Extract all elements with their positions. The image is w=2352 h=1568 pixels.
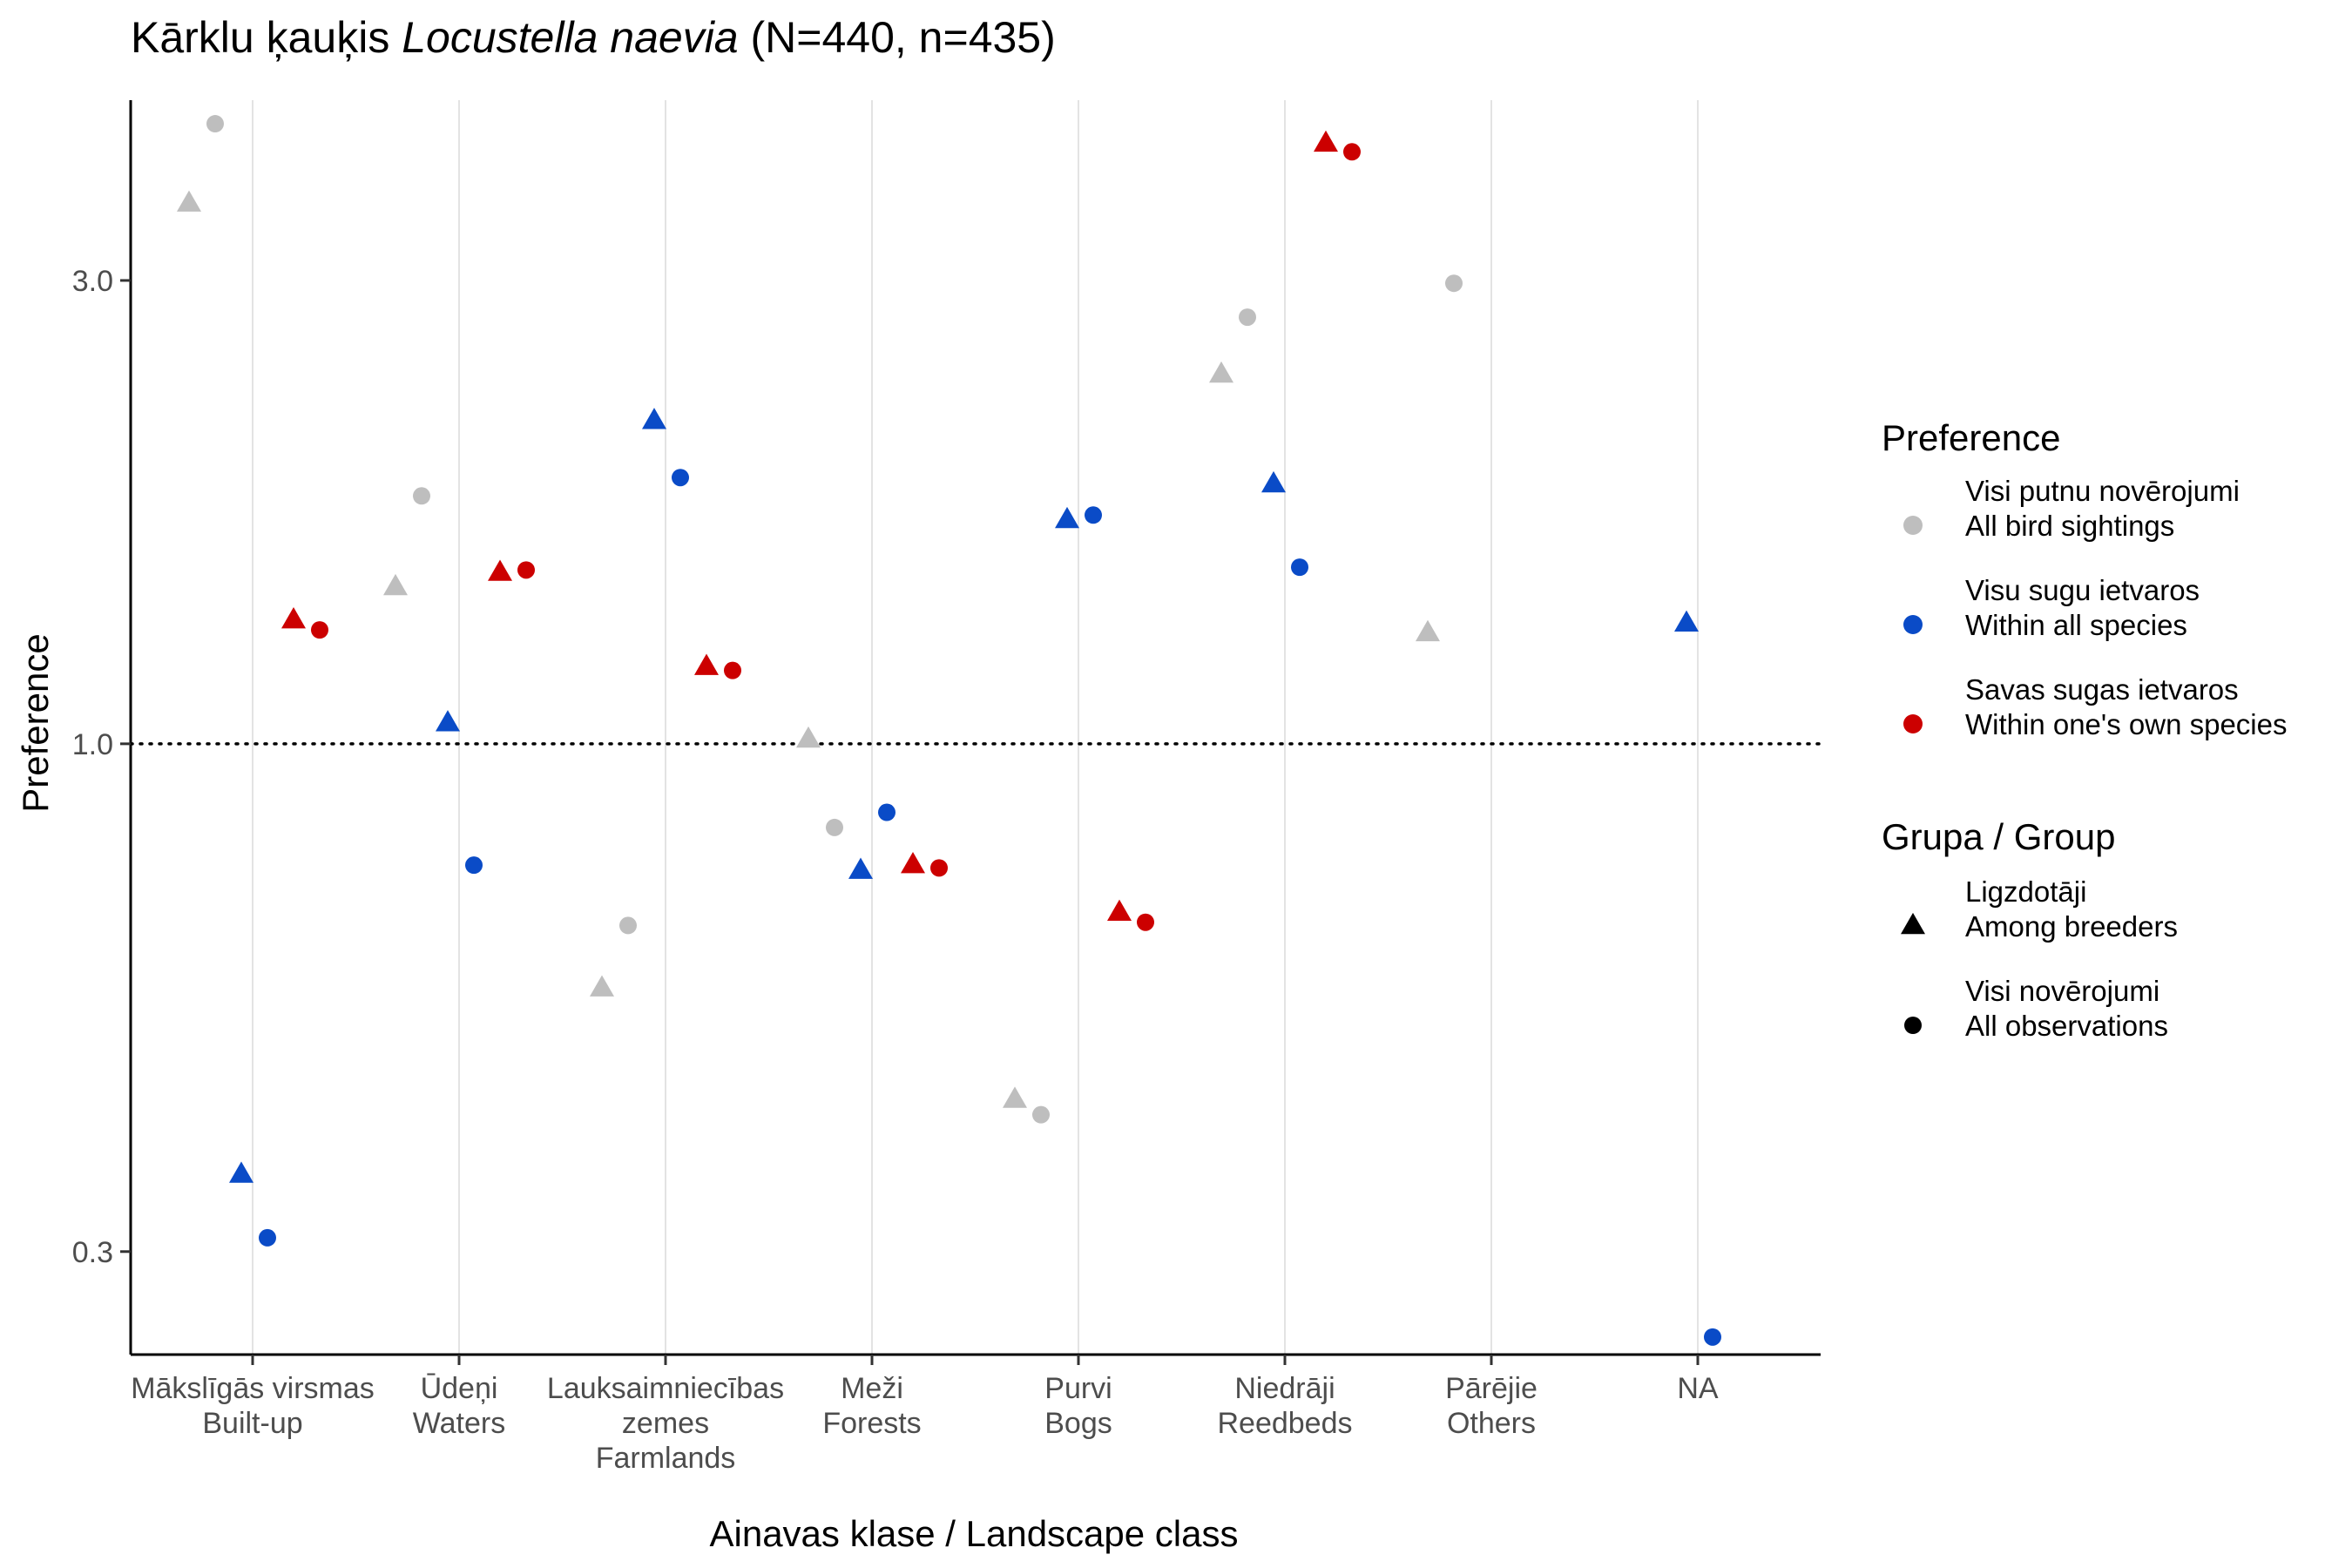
point-within_own-breeders-built_up <box>281 607 306 629</box>
point-within_own-all_obs-built_up <box>311 621 328 639</box>
legend-title-group: Grupa / Group <box>1882 816 2115 857</box>
chart-title: Kārklu ķauķis Locustella naevia (N=440, … <box>131 13 1056 62</box>
legend-key-all_sightings <box>1903 516 1923 535</box>
point-within_own-breeders-farmlands <box>694 653 719 675</box>
legend-label-all_obs: Visi novērojumi All observations <box>1965 975 2168 1042</box>
point-all_sightings-breeders-farmlands <box>590 975 614 997</box>
chart-title-species: Locustella naevia <box>402 13 738 62</box>
point-all_sightings-all_obs-waters <box>413 487 430 505</box>
legend-label-breeders: Ligzdotāji Among breeders <box>1965 875 2178 943</box>
x-tick-label-forests: Meži Forests <box>822 1372 921 1440</box>
point-within_all-all_obs-reedbeds <box>1291 558 1308 577</box>
point-within_all-breeders-waters <box>436 710 460 732</box>
legend-title-preference: Preference <box>1882 417 2060 458</box>
point-within_own-all_obs-forests <box>930 859 948 877</box>
point-within_all-all_obs-na <box>1704 1328 1721 1346</box>
x-tick-label-farmlands: Lauksaimniecības zemes Farmlands <box>547 1372 784 1475</box>
legend-key-within_all <box>1903 615 1923 634</box>
point-all_sightings-breeders-built_up <box>177 190 201 212</box>
point-within_all-breeders-forests <box>848 857 873 879</box>
point-within_own-breeders-reedbeds <box>1314 130 1338 152</box>
legend-key-breeders <box>1901 912 1925 935</box>
point-within_all-breeders-bogs <box>1055 506 1079 529</box>
legend-label-all_sightings: Visi putnu novērojumi All bird sightings <box>1965 475 2240 542</box>
x-tick-labels: Mākslīgās virsmas Built-up Ūdeņi Waters Lauk… <box>131 1355 1719 1475</box>
point-all_sightings-breeders-reedbeds <box>1209 361 1233 383</box>
point-within_own-all_obs-waters <box>517 561 535 579</box>
chart-title-suffix: (N=440, n=435) <box>739 13 1056 62</box>
legend-label-within_own: Savas sugas ietvaros Within one's own spe… <box>1965 673 2287 740</box>
grid-layer <box>252 100 1699 1355</box>
point-all_sightings-all_obs-forests <box>826 818 843 836</box>
y-tick-label: 0.3 <box>72 1236 113 1269</box>
point-within_own-breeders-bogs <box>1107 899 1132 922</box>
point-within_all-all_obs-bogs <box>1085 506 1102 524</box>
point-within_all-breeders-farmlands <box>642 408 666 429</box>
point-within_all-breeders-built_up <box>229 1161 253 1183</box>
point-within_all-all_obs-built_up <box>259 1228 276 1247</box>
y-axis-title: Preference <box>15 633 56 812</box>
y-tick-labels: 0.3 1.0 3.0 <box>72 265 131 1269</box>
point-within_all-breeders-na <box>1674 610 1699 632</box>
point-within_all-breeders-reedbeds <box>1261 470 1286 493</box>
point-within_own-all_obs-reedbeds <box>1343 143 1361 161</box>
point-within_own-all_obs-bogs <box>1137 913 1154 931</box>
x-tick-label-others: Pārējie Others <box>1445 1372 1538 1440</box>
chart-title-prefix: Kārklu ķauķis <box>131 13 402 62</box>
point-within_all-all_obs-waters <box>465 856 483 875</box>
x-axis-title: Ainavas klase / Landscape class <box>709 1513 1238 1554</box>
point-all_sightings-all_obs-bogs <box>1032 1105 1050 1124</box>
point-all_sightings-all_obs-reedbeds <box>1239 308 1256 327</box>
axes-layer <box>129 100 1821 1356</box>
point-all_sightings-breeders-waters <box>383 573 408 596</box>
x-tick-label-waters: Ūdeņi Waters <box>413 1372 505 1440</box>
point-within_all-all_obs-farmlands <box>672 469 689 487</box>
point-within_own-all_obs-farmlands <box>724 661 741 679</box>
legend-key-all_obs <box>1904 1017 1922 1034</box>
point-all_sightings-breeders-others <box>1416 619 1440 642</box>
point-all_sightings-all_obs-built_up <box>206 115 224 133</box>
x-tick-label-na: NA <box>1677 1372 1719 1405</box>
point-all_sightings-all_obs-others <box>1445 274 1463 293</box>
point-within_own-breeders-forests <box>901 852 925 874</box>
y-tick-label: 3.0 <box>72 265 113 298</box>
legend-label-within_all: Visu sugu ietvaros Within all species <box>1965 574 2200 641</box>
point-all_sightings-all_obs-farmlands <box>619 916 637 935</box>
point-within_all-all_obs-forests <box>878 803 896 821</box>
point-all_sightings-breeders-forests <box>796 726 821 748</box>
y-tick-label: 1.0 <box>72 728 113 761</box>
x-tick-label-reedbeds: Niedrāji Reedbeds <box>1217 1372 1352 1440</box>
legend: Preference Visi putnu novērojumi All bird … <box>1882 417 2287 1042</box>
points-layer <box>177 115 1721 1346</box>
x-tick-label-bogs: Purvi Bogs <box>1044 1372 1112 1440</box>
point-within_own-breeders-waters <box>488 559 512 581</box>
legend-key-within_own <box>1903 714 1923 733</box>
x-tick-label-built_up: Mākslīgās virsmas Built-up <box>131 1372 375 1440</box>
point-all_sightings-breeders-bogs <box>1003 1086 1027 1108</box>
